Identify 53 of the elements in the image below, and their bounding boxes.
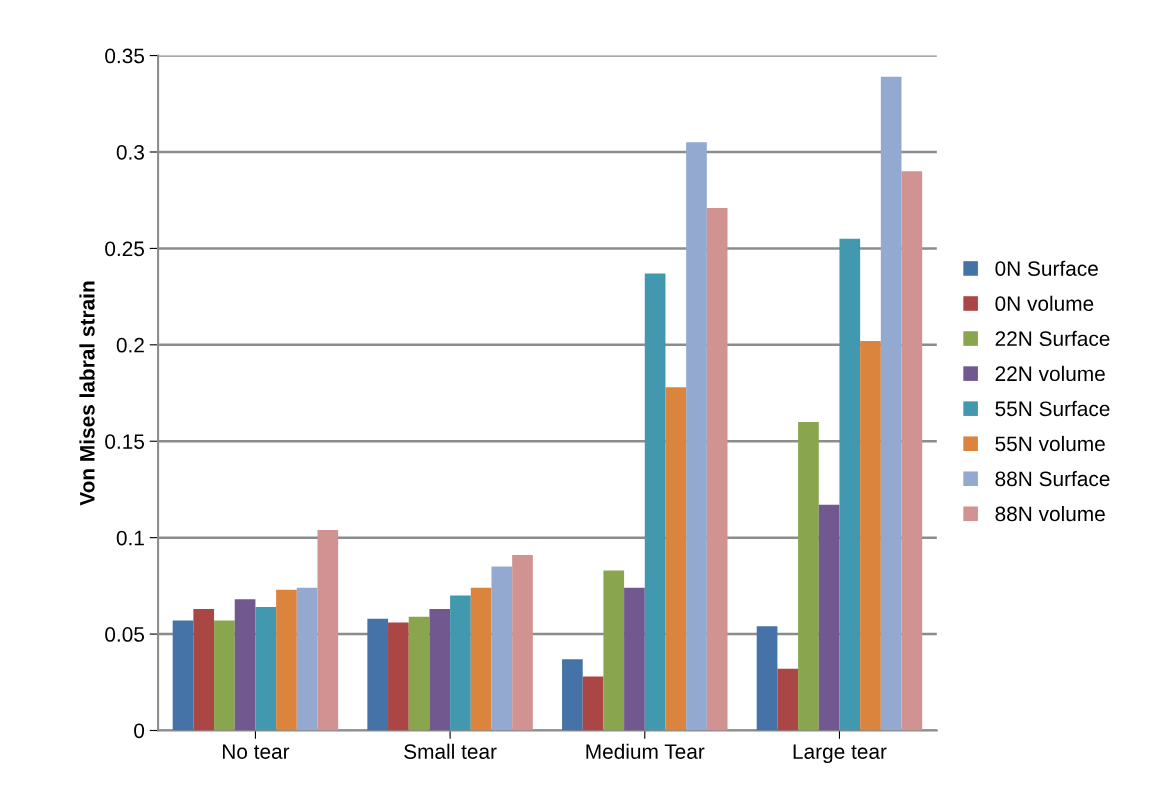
bar [214, 620, 235, 731]
legend-label: 0N Surface [995, 260, 1098, 276]
bar [234, 599, 256, 731]
bar [686, 142, 707, 731]
bar [777, 668, 799, 731]
y-tick-label: 0.05 [105, 627, 145, 642]
bar [901, 171, 923, 731]
bar [798, 421, 819, 731]
x-tick-label: Medium Tear [586, 743, 705, 759]
x-tick-label: Small tear [404, 743, 497, 759]
bar [706, 207, 728, 731]
y-tick-label: 0.15 [105, 434, 145, 449]
bar [317, 529, 339, 731]
bar [255, 607, 277, 731]
y-tick-label: 0.1 [116, 530, 144, 546]
x-tick-label: Large tear [793, 744, 887, 764]
bar [756, 626, 778, 731]
bar [818, 504, 840, 731]
bar [470, 587, 492, 731]
legend-label: 0N volume [995, 295, 1094, 312]
bar [562, 659, 583, 731]
bar [276, 589, 297, 731]
bar [388, 622, 409, 731]
y-axis-title: Von Mises labral strain [79, 281, 95, 506]
bar [880, 76, 902, 731]
legend-label: 55N Surface [995, 400, 1110, 417]
y-tick-label: 0.25 [105, 241, 145, 257]
bar [367, 618, 389, 731]
legend-label: 22N Surface [995, 330, 1110, 347]
x-tick-label: No tear [222, 744, 290, 759]
y-tick-label: 0 [134, 723, 145, 739]
bar [172, 620, 194, 731]
legend-label: 88N volume [995, 505, 1105, 522]
bar [582, 676, 604, 731]
bar [408, 616, 430, 731]
legend-label: 55N volume [995, 435, 1105, 452]
bar [860, 340, 881, 731]
bar [450, 595, 471, 731]
bar [603, 570, 625, 731]
bar [296, 587, 318, 731]
bar [839, 238, 861, 731]
bar [665, 387, 687, 731]
bar [624, 587, 645, 731]
y-tick-label: 0.2 [116, 337, 144, 353]
bar [512, 555, 533, 731]
bar [193, 609, 215, 731]
bar [491, 566, 513, 731]
bar [429, 609, 451, 731]
y-tick-label: 0.35 [105, 48, 145, 64]
y-tick-label: 0.3 [116, 145, 144, 160]
legend-label: 88N Surface [995, 470, 1110, 487]
bar [644, 273, 666, 731]
legend-label: 22N volume [995, 365, 1105, 382]
